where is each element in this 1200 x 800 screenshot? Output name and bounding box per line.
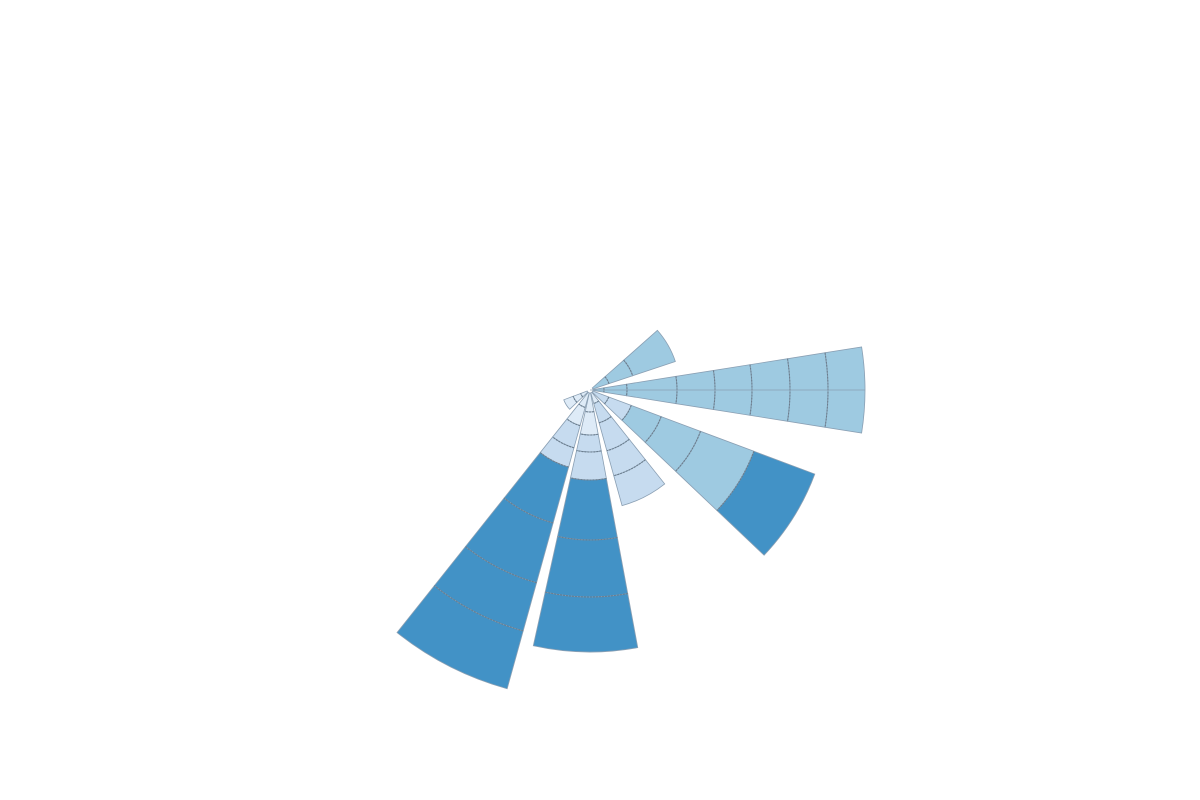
wedge-band (576, 433, 602, 453)
band-separator (598, 416, 612, 424)
band-separator (570, 477, 607, 481)
rose-wedge (563, 390, 589, 410)
wedge-band (532, 591, 639, 653)
wedge-band (544, 535, 629, 598)
band-separator (593, 400, 600, 405)
band-separator (566, 418, 581, 427)
band-separator (606, 438, 630, 452)
band-separator (552, 436, 575, 449)
rose-wedge (532, 392, 639, 653)
band-separator (604, 376, 610, 384)
wedge-band (570, 450, 607, 481)
wedge-band (557, 477, 618, 541)
band-separator (580, 393, 584, 398)
band-separator (539, 452, 569, 468)
band-separator (465, 546, 537, 584)
band-separator (585, 410, 595, 413)
wedge-band (623, 329, 676, 377)
rose-wedges (396, 329, 866, 690)
rose-wedge (396, 391, 590, 690)
band-separator (578, 403, 586, 408)
band-separator (434, 585, 524, 632)
band-separator (644, 416, 662, 443)
band-separator (580, 433, 599, 436)
band-separator (604, 396, 610, 405)
band-separator (503, 497, 554, 524)
band-separator (576, 449, 602, 453)
rose-wedge (591, 329, 676, 390)
band-separator (613, 459, 646, 477)
band-separator (621, 405, 632, 421)
wedge-band (613, 459, 666, 507)
rose-wedge (590, 391, 666, 507)
band-separator (557, 535, 618, 541)
band-separator (572, 396, 578, 403)
band-separator (623, 359, 634, 376)
rose-wedge (591, 390, 816, 556)
